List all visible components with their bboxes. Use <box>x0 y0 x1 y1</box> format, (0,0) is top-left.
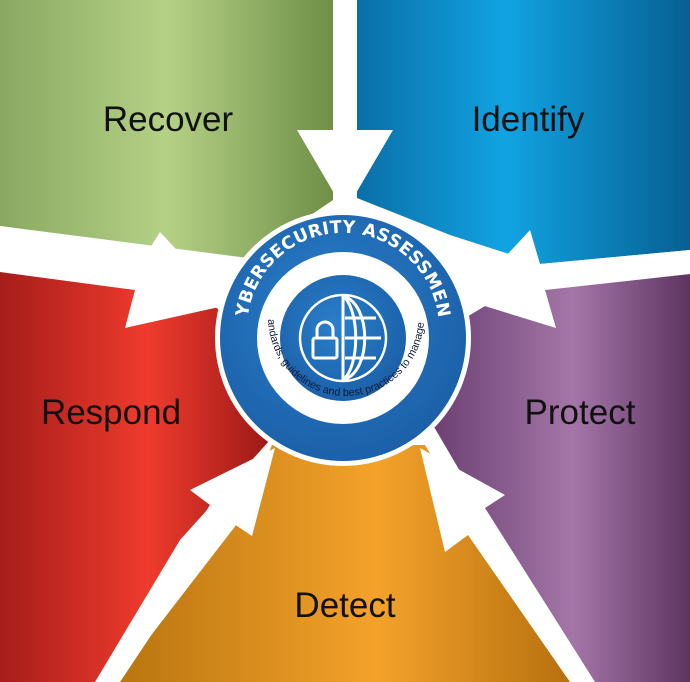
label-recover: Recover <box>103 100 234 139</box>
label-identify: Identify <box>472 100 585 139</box>
label-respond: Respond <box>41 393 181 432</box>
arrow-from-respond <box>95 448 275 682</box>
arrow-from-detect <box>420 448 595 682</box>
arrow-from-protect <box>465 230 690 328</box>
lock-globe-icon <box>298 293 388 383</box>
sector-recover <box>0 0 333 258</box>
sector-respond <box>0 248 270 682</box>
globe-icon <box>341 294 381 382</box>
label-protect: Protect <box>525 393 636 432</box>
label-detect: Detect <box>294 586 395 625</box>
sector-identify <box>357 0 690 264</box>
sector-protect <box>430 274 690 682</box>
lock-icon <box>311 320 339 360</box>
arrow-from-recover <box>0 226 228 328</box>
arrow-from-identify <box>297 0 393 212</box>
sector-detect <box>115 445 590 682</box>
